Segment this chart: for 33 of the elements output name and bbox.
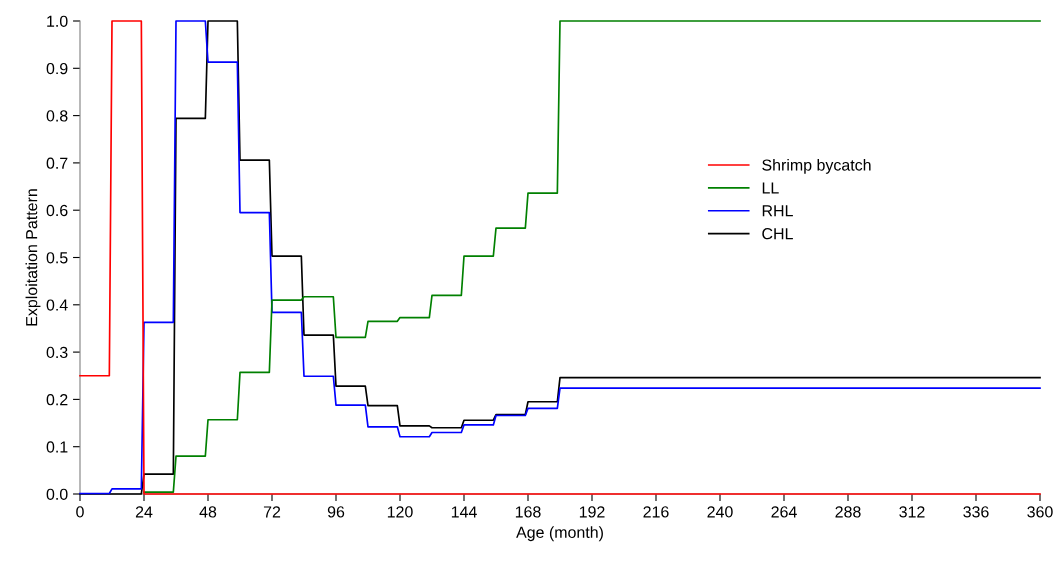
x-tick-label: 48 bbox=[199, 506, 217, 518]
x-tick-label: 72 bbox=[263, 506, 281, 518]
y-tick-label: 0.3 bbox=[46, 346, 68, 359]
x-tick-label: 336 bbox=[963, 506, 989, 518]
y-tick-label: 0.7 bbox=[46, 157, 68, 169]
x-tick-label: 96 bbox=[327, 506, 345, 518]
y-tick-label: 0.5 bbox=[46, 252, 68, 264]
y-tick-label: 1.0 bbox=[47, 15, 68, 27]
x-tick-label: 360 bbox=[1027, 506, 1053, 518]
legend-label: Shrimp bycatch bbox=[762, 158, 871, 174]
y-tick-label: 0.1 bbox=[46, 441, 68, 453]
x-tick-label: 168 bbox=[515, 506, 541, 518]
y-tick-label: 0.0 bbox=[46, 488, 68, 500]
y-tick-label: 0.4 bbox=[46, 299, 68, 311]
y-tick-label: 0.6 bbox=[46, 204, 68, 217]
legend-label: CHL bbox=[762, 228, 793, 240]
y-tick-label: 0.9 bbox=[46, 62, 68, 75]
x-tick-label: 120 bbox=[387, 506, 413, 518]
x-tick-label: 264 bbox=[771, 506, 797, 518]
y-tick-label: 0.2 bbox=[46, 394, 68, 406]
y-axis-title: Exploitation Pattern bbox=[25, 189, 41, 326]
x-tick-label: 216 bbox=[643, 506, 669, 518]
x-tick-label: 192 bbox=[579, 506, 605, 518]
legend-label: RHL bbox=[762, 205, 793, 217]
x-tick-label: 312 bbox=[899, 506, 925, 518]
x-tick-label: 0 bbox=[76, 506, 84, 518]
y-tick-label: 0.8 bbox=[46, 110, 68, 122]
x-tick-label: 240 bbox=[707, 506, 733, 518]
x-tick-label: 144 bbox=[451, 506, 477, 518]
x-tick-label: 24 bbox=[135, 506, 153, 518]
x-tick-label: 288 bbox=[835, 506, 861, 518]
x-axis-title: Age (month) bbox=[516, 526, 603, 542]
legend-label: LL bbox=[762, 182, 779, 194]
